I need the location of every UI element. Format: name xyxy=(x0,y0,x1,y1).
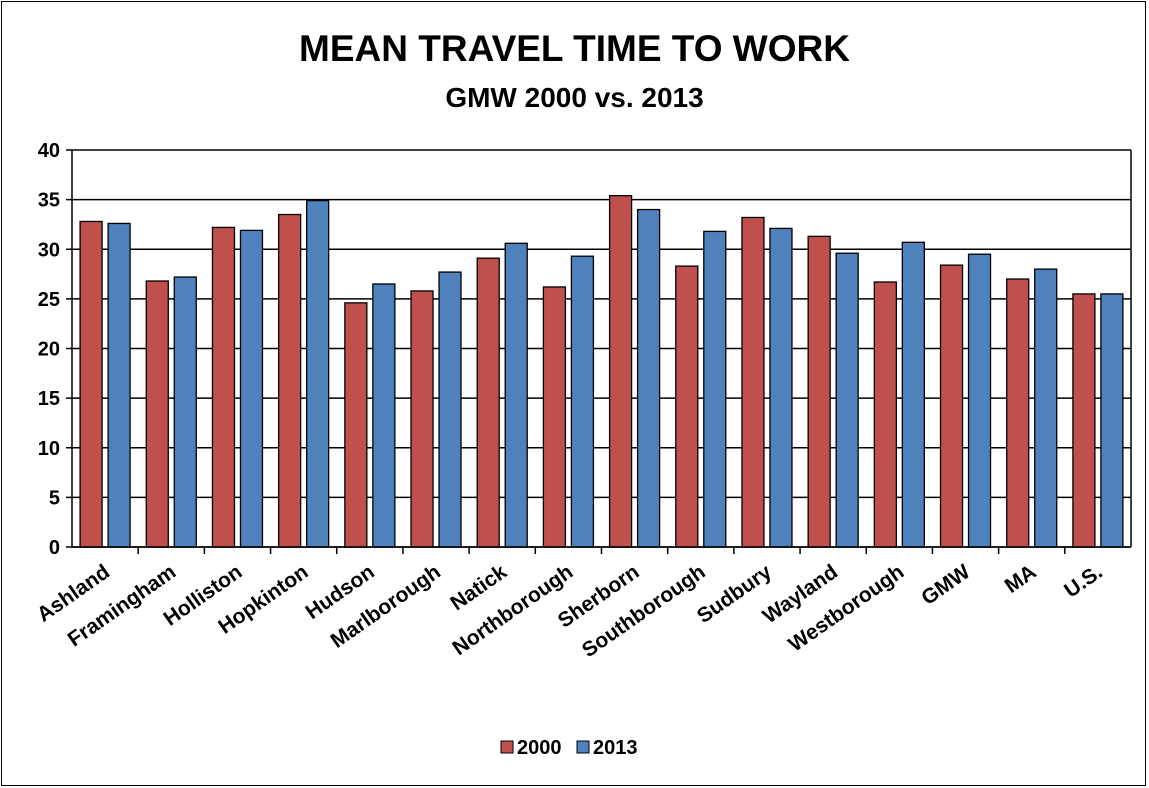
bar xyxy=(438,271,462,548)
x-tick-label: GMW xyxy=(917,560,974,610)
bar xyxy=(410,290,434,548)
bar xyxy=(542,286,567,548)
bar xyxy=(476,257,500,548)
chart-title: MEAN TRAVEL TIME TO WORK xyxy=(299,28,850,69)
y-tick-label: 40 xyxy=(38,140,60,162)
bar xyxy=(344,302,368,548)
y-tick-label: 10 xyxy=(38,438,60,460)
y-tick-label: 35 xyxy=(38,190,60,212)
bar xyxy=(1006,278,1030,548)
legend-swatch xyxy=(500,740,514,754)
bar xyxy=(835,252,859,548)
bar xyxy=(570,255,595,548)
legend-label: 2000 xyxy=(517,737,562,759)
bar xyxy=(79,220,103,548)
bar xyxy=(107,222,131,548)
x-tick-label: U.S. xyxy=(1060,560,1107,602)
bar xyxy=(608,195,633,548)
y-tick-label: 5 xyxy=(49,487,60,509)
y-tick-label: 30 xyxy=(38,239,60,261)
y-tick-label: 20 xyxy=(38,339,60,361)
bar xyxy=(504,242,528,548)
bar xyxy=(967,253,992,548)
bar xyxy=(239,229,264,548)
bar xyxy=(211,226,236,548)
bar xyxy=(741,216,765,548)
bar xyxy=(372,283,396,548)
bar xyxy=(278,213,302,548)
y-tick-label: 25 xyxy=(38,289,60,311)
bar xyxy=(1072,293,1096,548)
bar xyxy=(769,227,793,548)
legend-swatch xyxy=(576,740,590,754)
x-tick-label: Southborough xyxy=(578,560,710,662)
bar xyxy=(901,241,925,548)
bar xyxy=(1034,268,1058,548)
bar xyxy=(145,280,169,548)
bar xyxy=(636,208,661,548)
y-tick-label: 0 xyxy=(49,537,60,559)
x-tick-label: MA xyxy=(1001,560,1041,598)
bar xyxy=(173,276,197,548)
legend-label: 2013 xyxy=(593,737,638,759)
bar xyxy=(807,235,831,548)
bar xyxy=(939,264,964,548)
bar xyxy=(306,199,330,548)
bar xyxy=(873,281,897,548)
y-tick-label: 15 xyxy=(38,388,60,410)
x-tick-label: Westborough xyxy=(784,560,908,656)
chart-subtitle: GMW 2000 vs. 2013 xyxy=(445,82,704,113)
bar xyxy=(1100,293,1124,548)
bar xyxy=(675,265,699,548)
bar xyxy=(703,230,727,548)
